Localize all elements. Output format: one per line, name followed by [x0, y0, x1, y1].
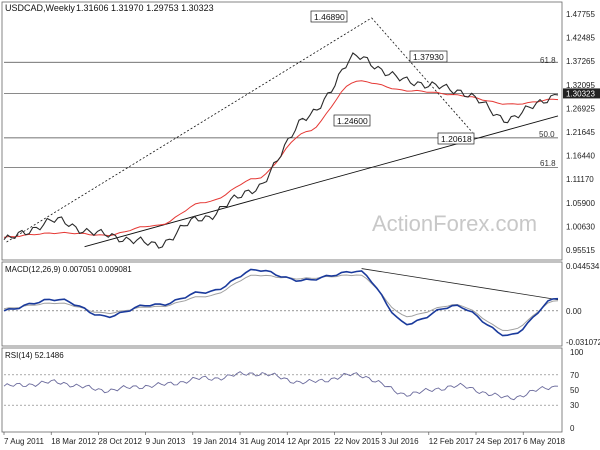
price-tick-label: 1.37265: [566, 57, 595, 66]
time-tick-label: 12 Feb 2017: [429, 437, 474, 446]
time-tick-label: 18 Mar 2012: [51, 437, 96, 446]
macd-line: [3, 268, 559, 337]
rsi-line: [3, 371, 559, 401]
price-tick-label: 1.05900: [566, 199, 595, 208]
price-tick-label: 1.11170: [566, 175, 594, 184]
rsi-tick-label: 100: [570, 348, 584, 357]
macd-layer: [3, 268, 559, 337]
price-tick-label: 1.42485: [566, 34, 595, 43]
time-tick-label: 12 Apr 2015: [287, 437, 331, 446]
header-ohlc: 1.31606 1.31970 1.29753 1.30323: [76, 3, 214, 13]
current-price-label: 1.30323: [566, 89, 595, 98]
swing-low-label-box: [333, 114, 371, 127]
price-layer: [3, 17, 559, 249]
low-label: 1.20618: [441, 134, 472, 144]
macd-tick-label: -0.031072: [566, 338, 600, 347]
macd-label: MACD(12,26,9) 0.007051 0.009081: [5, 265, 132, 274]
high-label-box: [310, 10, 348, 23]
rsi-tick-label: 30: [570, 401, 579, 410]
fib-618-lower-label: 61.8: [540, 159, 556, 168]
rsi-tick-label: 70: [570, 371, 579, 380]
swing-high-label: 1.37930: [413, 52, 444, 62]
price-tick-label: 1.32095: [566, 81, 595, 90]
swing-high-label-box: [409, 50, 448, 63]
rsi-layer: [3, 371, 559, 406]
current-price-tag: [563, 88, 600, 99]
time-tick-label: 3 Jul 2016: [382, 437, 419, 446]
watermark: ActionForex.com: [372, 211, 537, 236]
time-tick-label: 7 Aug 2011: [4, 437, 44, 446]
macd-divergence-line: [361, 268, 559, 301]
dotted-channel-line: [6, 17, 372, 243]
macd-tick-label: 0.00: [566, 307, 582, 316]
price-tick-label: 1.47755: [566, 10, 595, 19]
fib-618-upper-label: 61.8: [540, 56, 556, 65]
low-label-box: [437, 132, 475, 145]
time-tick-label: 9 Jun 2013: [146, 437, 186, 446]
rsi-label: RSI(14) 52.1486: [5, 351, 64, 360]
time-tick-label: 31 Aug 2014: [240, 437, 285, 446]
time-tick-label: 22 Nov 2015: [334, 437, 380, 446]
price-series-line: [3, 52, 559, 249]
rsi-tick-label: 50: [570, 386, 579, 395]
support-trendline: [84, 115, 559, 248]
price-tick-label: 1.26925: [566, 104, 595, 113]
dotted-retrace-line: [371, 17, 473, 133]
price-tick-label: 1.16440: [566, 152, 595, 161]
grid-layer: [4, 61, 558, 168]
price-tick-label: 0.95515: [566, 246, 595, 255]
axes-layer: 1.47755 1.42485 1.37265 1.32095 1.26925 1.216…: [3, 10, 600, 446]
macd-panel-frame: [1, 261, 563, 347]
header-symbol: USDCAD,Weekly: [5, 3, 75, 13]
macd-tick-label: 0.044534: [566, 262, 600, 271]
rsi-panel-frame: [1, 347, 563, 433]
high-label: 1.46890: [314, 12, 345, 22]
time-tick-label: 6 May 2018: [523, 437, 565, 446]
time-tick-label: 28 Oct 2012: [98, 437, 142, 446]
time-tick-label: 19 Jan 2014: [193, 437, 238, 446]
macd-signal-line: [3, 274, 559, 332]
swing-low-label: 1.24600: [337, 116, 368, 126]
price-panel-frame: [1, 1, 563, 261]
fib-50-label: 50.0: [539, 130, 555, 139]
rsi-tick-label: 0: [570, 424, 575, 433]
price-tick-label: 1.21645: [566, 128, 595, 137]
price-tick-label: 1.00630: [566, 222, 595, 231]
time-tick-label: 24 Sep 2017: [476, 437, 522, 446]
